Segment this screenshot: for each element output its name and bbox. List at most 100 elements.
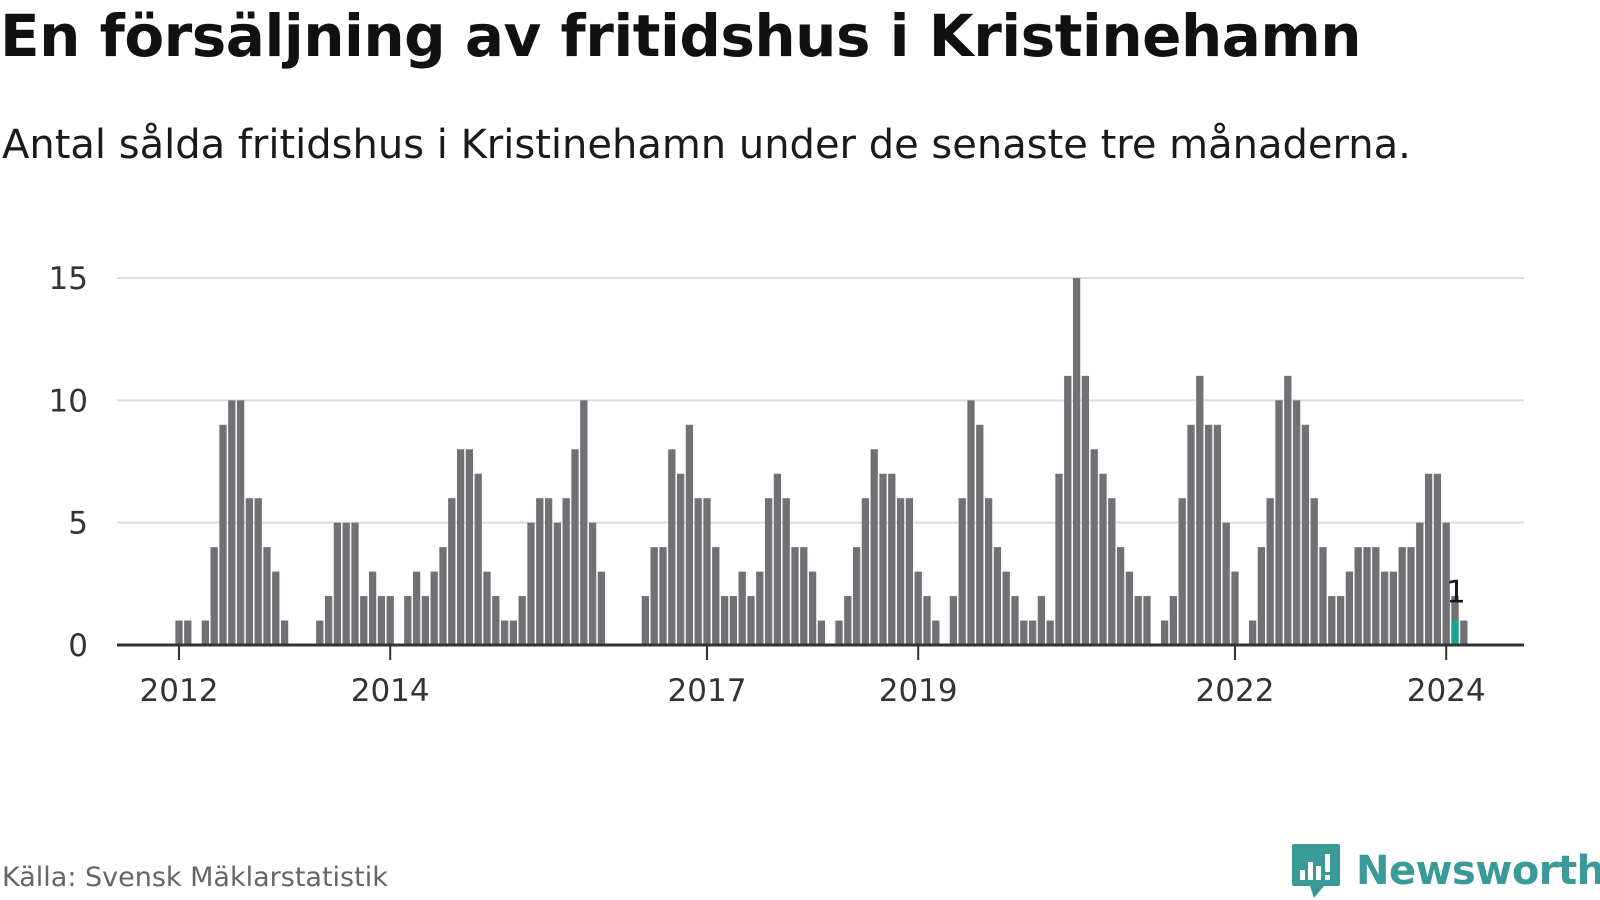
bar (1143, 596, 1151, 645)
bar (756, 571, 764, 645)
y-tick-label: 15 (49, 261, 88, 297)
bar (1248, 620, 1257, 645)
bar (1275, 400, 1283, 645)
bar (245, 498, 254, 645)
bar (1055, 473, 1063, 645)
bar (263, 547, 271, 645)
bar (791, 547, 799, 645)
grid-lines (117, 277, 1524, 524)
bar (324, 596, 333, 645)
bar (914, 571, 922, 645)
bar (228, 400, 236, 645)
bar (1372, 547, 1380, 645)
bar (500, 620, 509, 645)
bar (509, 620, 518, 645)
bar (1187, 424, 1195, 645)
icon-bar-2 (1308, 862, 1313, 880)
bar (650, 547, 658, 645)
bar (852, 547, 861, 645)
bar (861, 498, 870, 645)
bar (782, 498, 790, 645)
bar (1319, 547, 1327, 645)
bar (386, 596, 394, 645)
bar (536, 498, 544, 645)
bar (1389, 571, 1398, 645)
bar (817, 620, 826, 645)
y-axis-ticks: 0 5 10 15 (49, 261, 88, 664)
bar (967, 400, 975, 645)
bar (280, 620, 289, 645)
bar (492, 596, 500, 645)
bar (1442, 522, 1450, 645)
bar (316, 620, 324, 645)
bar (562, 498, 570, 645)
bar (527, 522, 535, 645)
bar (879, 473, 887, 645)
bar (1204, 424, 1213, 645)
bar (993, 547, 1002, 645)
bar (1345, 571, 1354, 645)
bar (905, 498, 914, 645)
bar (219, 424, 227, 645)
bar (175, 620, 183, 645)
bar (1407, 547, 1415, 645)
bar (958, 498, 966, 645)
bar (729, 596, 738, 645)
bar (412, 571, 421, 645)
bar (184, 620, 192, 645)
x-axis-ticks: 2012 2014 2017 2019 2022 2024 (140, 645, 1486, 709)
bar (1292, 400, 1301, 645)
bar (439, 547, 447, 645)
bar (465, 449, 474, 645)
bar (747, 596, 755, 645)
bar (800, 547, 808, 645)
x-tick-label: 2012 (140, 673, 219, 709)
bar (272, 571, 280, 645)
bar (1046, 620, 1054, 645)
bar (1363, 547, 1371, 645)
bar (483, 571, 491, 645)
bar (844, 596, 852, 645)
bar (808, 571, 817, 645)
bar (1433, 473, 1442, 645)
bar (738, 571, 746, 645)
bar (1196, 375, 1204, 645)
bar (1310, 498, 1318, 645)
bar (1398, 547, 1406, 645)
bar (641, 596, 650, 645)
bar-chart: 0 5 10 15 2012 2014 2017 2019 2022 2024 1 (49, 261, 1524, 709)
bar (773, 473, 782, 645)
bar (888, 473, 896, 645)
bar (1002, 571, 1010, 645)
bar (404, 596, 412, 645)
source-note: Källa: Svensk Mäklarstatistik (2, 862, 388, 893)
bar (1284, 375, 1292, 645)
bar (1116, 547, 1125, 645)
highlight-value-label: 1 (1446, 575, 1466, 611)
bar (1424, 473, 1433, 645)
bar (1257, 547, 1266, 645)
icon-bar-1 (1300, 870, 1305, 880)
brand-name: Newsworthy (1356, 848, 1600, 894)
x-tick-label: 2014 (351, 673, 430, 709)
icon-bar-5 (1325, 875, 1330, 880)
bar-chart-speech-bubble-icon (1292, 844, 1340, 898)
bar (1380, 571, 1389, 645)
bar (1160, 620, 1169, 645)
x-tick-label: 2017 (668, 673, 747, 709)
icon-bar-4 (1325, 854, 1330, 872)
bar (685, 424, 694, 645)
bar (1328, 596, 1336, 645)
highlight-bar (1451, 620, 1459, 645)
bar (597, 571, 606, 645)
bar (1028, 620, 1037, 645)
bar (1037, 596, 1046, 645)
bar (456, 449, 465, 645)
chart-title: En försäljning av fritidshus i Kristineh… (0, 2, 1362, 70)
bar (430, 571, 438, 645)
bar (1460, 620, 1468, 645)
bar (764, 498, 773, 645)
bar (923, 596, 931, 645)
bar (676, 473, 685, 645)
brand-logo: Newsworthy (1290, 842, 1600, 900)
